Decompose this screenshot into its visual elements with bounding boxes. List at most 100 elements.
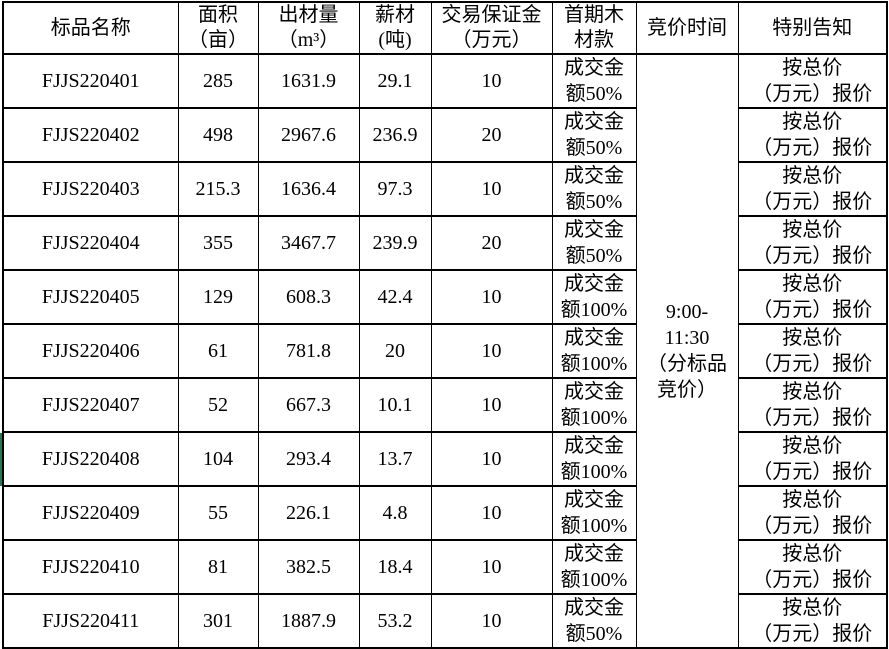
cell-deposit: 10 xyxy=(430,485,553,541)
cell-special-notice: 按总价 （万元）报价 xyxy=(737,377,888,433)
cell-special-notice: 按总价 （万元）报价 xyxy=(737,485,888,541)
cell-deposit: 20 xyxy=(430,215,553,271)
cell-special-notice: 按总价 （万元）报价 xyxy=(737,107,888,163)
cell-firewood: 13.7 xyxy=(358,431,432,487)
table-row: FJJS220409 55 226.1 4.8 10 成交金 额100% 按总价… xyxy=(2,485,888,541)
cell-lot-name: FJJS220406 xyxy=(2,323,179,379)
cell-area: 129 xyxy=(177,269,259,325)
header-bidding-time: 竞价时间 xyxy=(635,1,739,55)
table-row: FJJS220410 81 382.5 18.4 10 成交金 额100% 按总… xyxy=(2,539,888,595)
cell-area: 498 xyxy=(177,107,259,163)
cell-lot-name: FJJS220409 xyxy=(2,485,179,541)
cell-firewood: 97.3 xyxy=(358,161,432,217)
cell-area: 301 xyxy=(177,593,259,649)
cell-volume: 1631.9 xyxy=(257,53,360,109)
cell-first-payment: 成交金 额50% xyxy=(551,161,637,217)
cell-volume: 293.4 xyxy=(257,431,360,487)
header-area: 面积 （亩） xyxy=(177,1,259,55)
cell-firewood: 239.9 xyxy=(358,215,432,271)
cell-firewood: 53.2 xyxy=(358,593,432,649)
cell-bidding-time-merged: 9:00- 11:30 （分标品 竞价） xyxy=(635,53,739,649)
cell-volume: 781.8 xyxy=(257,323,360,379)
cell-lot-name: FJJS220407 xyxy=(2,377,179,433)
left-edge-green-sliver xyxy=(0,433,2,486)
cell-lot-name: FJJS220403 xyxy=(2,161,179,217)
header-deposit: 交易保证金 （万元） xyxy=(430,1,553,55)
cell-deposit: 10 xyxy=(430,269,553,325)
cell-first-payment: 成交金 额50% xyxy=(551,593,637,649)
cell-area: 355 xyxy=(177,215,259,271)
cell-area: 285 xyxy=(177,53,259,109)
cell-deposit: 10 xyxy=(430,593,553,649)
cell-deposit: 10 xyxy=(430,53,553,109)
cell-firewood: 29.1 xyxy=(358,53,432,109)
cell-deposit: 20 xyxy=(430,107,553,163)
cell-lot-name: FJJS220404 xyxy=(2,215,179,271)
cell-volume: 608.3 xyxy=(257,269,360,325)
cell-lot-name: FJJS220402 xyxy=(2,107,179,163)
cell-area: 81 xyxy=(177,539,259,595)
cell-special-notice: 按总价 （万元）报价 xyxy=(737,269,888,325)
cell-volume: 667.3 xyxy=(257,377,360,433)
cell-deposit: 10 xyxy=(430,377,553,433)
cell-special-notice: 按总价 （万元）报价 xyxy=(737,431,888,487)
cell-lot-name: FJJS220401 xyxy=(2,53,179,109)
cell-first-payment: 成交金 额50% xyxy=(551,215,637,271)
cell-area: 61 xyxy=(177,323,259,379)
cell-first-payment: 成交金 额100% xyxy=(551,431,637,487)
cell-volume: 2967.6 xyxy=(257,107,360,163)
cell-volume: 3467.7 xyxy=(257,215,360,271)
header-special-notice: 特别告知 xyxy=(737,1,888,55)
table-row: FJJS220405 129 608.3 42.4 10 成交金 额100% 按… xyxy=(2,269,888,325)
cell-deposit: 10 xyxy=(430,323,553,379)
cell-deposit: 10 xyxy=(430,539,553,595)
cell-area: 52 xyxy=(177,377,259,433)
cell-special-notice: 按总价 （万元）报价 xyxy=(737,53,888,109)
cell-first-payment: 成交金 额100% xyxy=(551,485,637,541)
table-row: FJJS220408 104 293.4 13.7 10 成交金 额100% 按… xyxy=(2,431,888,487)
cell-firewood: 4.8 xyxy=(358,485,432,541)
cell-area: 104 xyxy=(177,431,259,487)
cell-special-notice: 按总价 （万元）报价 xyxy=(737,161,888,217)
cell-area: 55 xyxy=(177,485,259,541)
cell-volume: 382.5 xyxy=(257,539,360,595)
cell-firewood: 236.9 xyxy=(358,107,432,163)
table-row: FJJS220402 498 2967.6 236.9 20 成交金 额50% … xyxy=(2,107,888,163)
table-header: 标品名称 面积 （亩） 出材量 （m³） 薪材 (吨) 交易保证金 （万元） 首… xyxy=(2,1,888,55)
cell-special-notice: 按总价 （万元）报价 xyxy=(737,215,888,271)
cell-area: 215.3 xyxy=(177,161,259,217)
header-first-payment: 首期木 材款 xyxy=(551,1,637,55)
table-row: FJJS220404 355 3467.7 239.9 20 成交金 额50% … xyxy=(2,215,888,271)
cell-lot-name: FJJS220411 xyxy=(2,593,179,649)
table-row: FJJS220407 52 667.3 10.1 10 成交金 额100% 按总… xyxy=(2,377,888,433)
cell-first-payment: 成交金 额50% xyxy=(551,53,637,109)
cell-first-payment: 成交金 额100% xyxy=(551,539,637,595)
table-row: FJJS220411 301 1887.9 53.2 10 成交金 额50% 按… xyxy=(2,593,888,649)
cell-lot-name: FJJS220405 xyxy=(2,269,179,325)
cell-special-notice: 按总价 （万元）报价 xyxy=(737,593,888,649)
cell-deposit: 10 xyxy=(430,431,553,487)
cell-firewood: 20 xyxy=(358,323,432,379)
table-body: FJJS220401 285 1631.9 29.1 10 成交金 额50% 9… xyxy=(2,53,888,649)
table-row: FJJS220406 61 781.8 20 10 成交金 额100% 按总价 … xyxy=(2,323,888,379)
header-firewood: 薪材 (吨) xyxy=(358,1,432,55)
cell-first-payment: 成交金 额50% xyxy=(551,107,637,163)
cell-volume: 1887.9 xyxy=(257,593,360,649)
table-row: FJJS220401 285 1631.9 29.1 10 成交金 额50% 9… xyxy=(2,53,888,649)
cell-firewood: 18.4 xyxy=(358,539,432,595)
cell-lot-name: FJJS220408 xyxy=(2,431,179,487)
cell-volume: 226.1 xyxy=(257,485,360,541)
cell-first-payment: 成交金 额100% xyxy=(551,377,637,433)
cell-lot-name: FJJS220410 xyxy=(2,539,179,595)
cell-first-payment: 成交金 额100% xyxy=(551,269,637,325)
cell-firewood: 10.1 xyxy=(358,377,432,433)
table-row: FJJS220403 215.3 1636.4 97.3 10 成交金 额50%… xyxy=(2,161,888,217)
header-row: 标品名称 面积 （亩） 出材量 （m³） 薪材 (吨) 交易保证金 （万元） 首… xyxy=(2,1,888,55)
cell-firewood: 42.4 xyxy=(358,269,432,325)
header-volume: 出材量 （m³） xyxy=(257,1,360,55)
cell-special-notice: 按总价 （万元）报价 xyxy=(737,539,888,595)
cell-volume: 1636.4 xyxy=(257,161,360,217)
cell-first-payment: 成交金 额100% xyxy=(551,323,637,379)
